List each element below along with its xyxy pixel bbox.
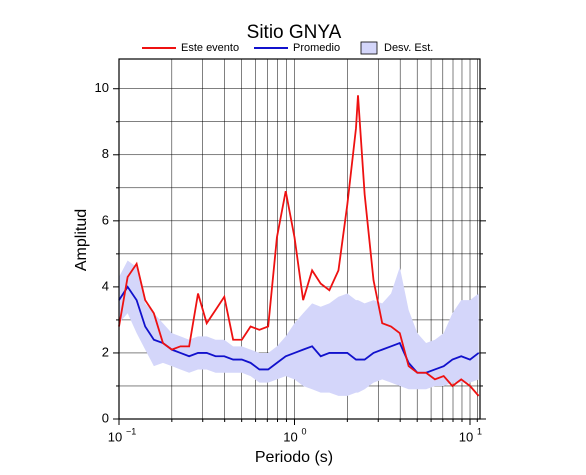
legend-swatch bbox=[360, 41, 378, 55]
series-line bbox=[118, 95, 480, 397]
y-tick-label: 6 bbox=[102, 212, 109, 227]
y-tick-label: 0 bbox=[102, 410, 109, 425]
std-band bbox=[119, 260, 479, 396]
x-tick-base: 10 bbox=[459, 429, 473, 444]
x-tick-base: 10 bbox=[108, 429, 122, 444]
y-tick-label: 8 bbox=[102, 146, 109, 161]
legend-label: Promedio bbox=[293, 42, 340, 54]
plot-area: 0 2 4 6 8 10 10 −1 10 0 10 1 bbox=[95, 58, 486, 444]
legend-label: Desv. Est. bbox=[384, 42, 433, 54]
x-tick-label: 10 1 bbox=[459, 426, 482, 444]
y-tick-label: 4 bbox=[102, 278, 109, 293]
x-tick-exponent: −1 bbox=[126, 426, 136, 436]
x-tick-label: 10 −1 bbox=[108, 426, 137, 444]
x-tick-exponent: 1 bbox=[477, 426, 482, 436]
chart-title: Sitio GNYA bbox=[247, 22, 342, 43]
x-tick-label: 10 0 bbox=[283, 426, 306, 444]
legend-label: Este evento bbox=[181, 42, 239, 54]
x-tick-base: 10 bbox=[283, 429, 297, 444]
plot-frame bbox=[118, 58, 481, 420]
x-tick-exponent: 0 bbox=[302, 426, 307, 436]
x-axis-label: Periodo (s) bbox=[255, 449, 333, 466]
y-tick-label: 2 bbox=[102, 344, 109, 359]
legend: Este evento Promedio Desv. Est. bbox=[142, 41, 433, 55]
y-axis-label: Amplitud bbox=[73, 209, 90, 271]
y-tick-label: 10 bbox=[95, 80, 109, 95]
